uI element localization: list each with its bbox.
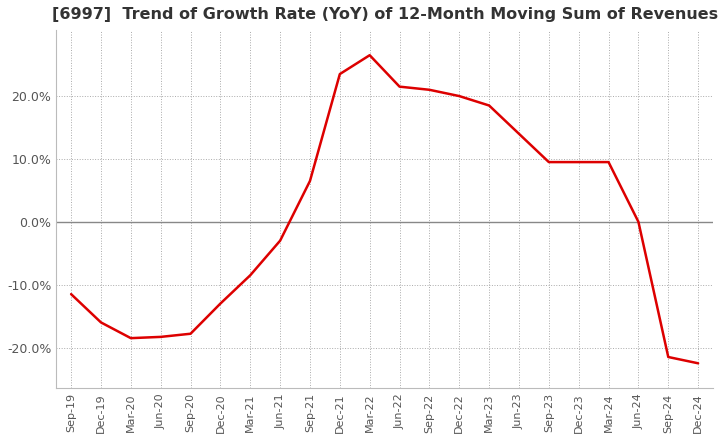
Title: [6997]  Trend of Growth Rate (YoY) of 12-Month Moving Sum of Revenues: [6997] Trend of Growth Rate (YoY) of 12-… [52, 7, 718, 22]
